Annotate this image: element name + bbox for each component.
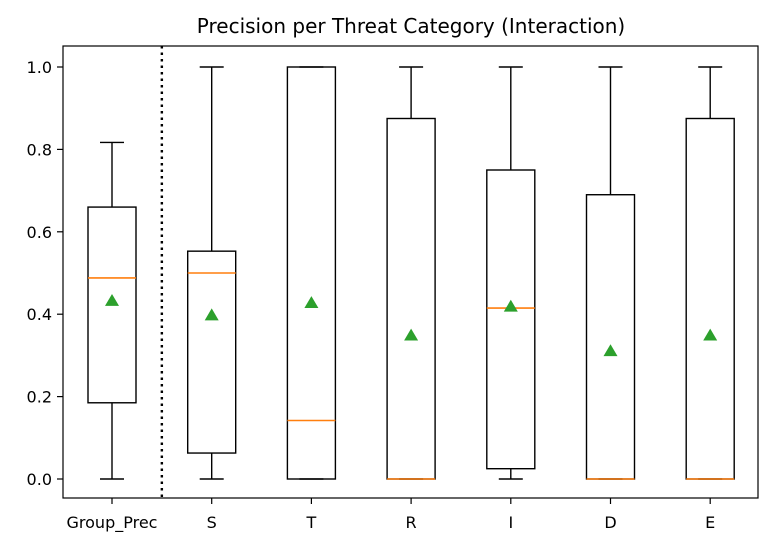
- mean-marker: [703, 328, 718, 341]
- box-s: [186, 250, 237, 454]
- mean-marker: [404, 328, 419, 341]
- y-tick-label: 0.2: [27, 388, 52, 407]
- mean-marker: [105, 294, 119, 306]
- box-group-prec: [87, 206, 137, 404]
- y-tick-label: 0.4: [27, 305, 52, 324]
- x-tick-label: T: [306, 513, 317, 532]
- x-tick-label: S: [207, 513, 217, 532]
- plot-area: 0.0 0.2 0.4 0.6 0.8 1.0 Group_Prec S T R I D E: [27, 45, 759, 533]
- y-tick-label: 1.0: [27, 58, 52, 77]
- x-tick-label: R: [406, 513, 417, 532]
- mean-marker: [304, 296, 319, 308]
- x-tick-label: Group_Prec: [67, 513, 158, 533]
- x-tick-label: E: [705, 513, 715, 532]
- mean-marker: [204, 308, 219, 321]
- box-i: [486, 169, 536, 470]
- chart-title: Precision per Threat Category (Interacti…: [197, 14, 625, 38]
- mean-marker: [603, 344, 618, 357]
- y-tick-label: 0.6: [27, 223, 52, 242]
- y-tick-label: 0.0: [27, 470, 52, 489]
- x-tick-label: D: [604, 513, 616, 532]
- mean-marker: [503, 299, 518, 312]
- x-tick-label: I: [508, 513, 513, 532]
- y-tick-label: 0.8: [27, 140, 52, 159]
- box-t: [286, 66, 337, 480]
